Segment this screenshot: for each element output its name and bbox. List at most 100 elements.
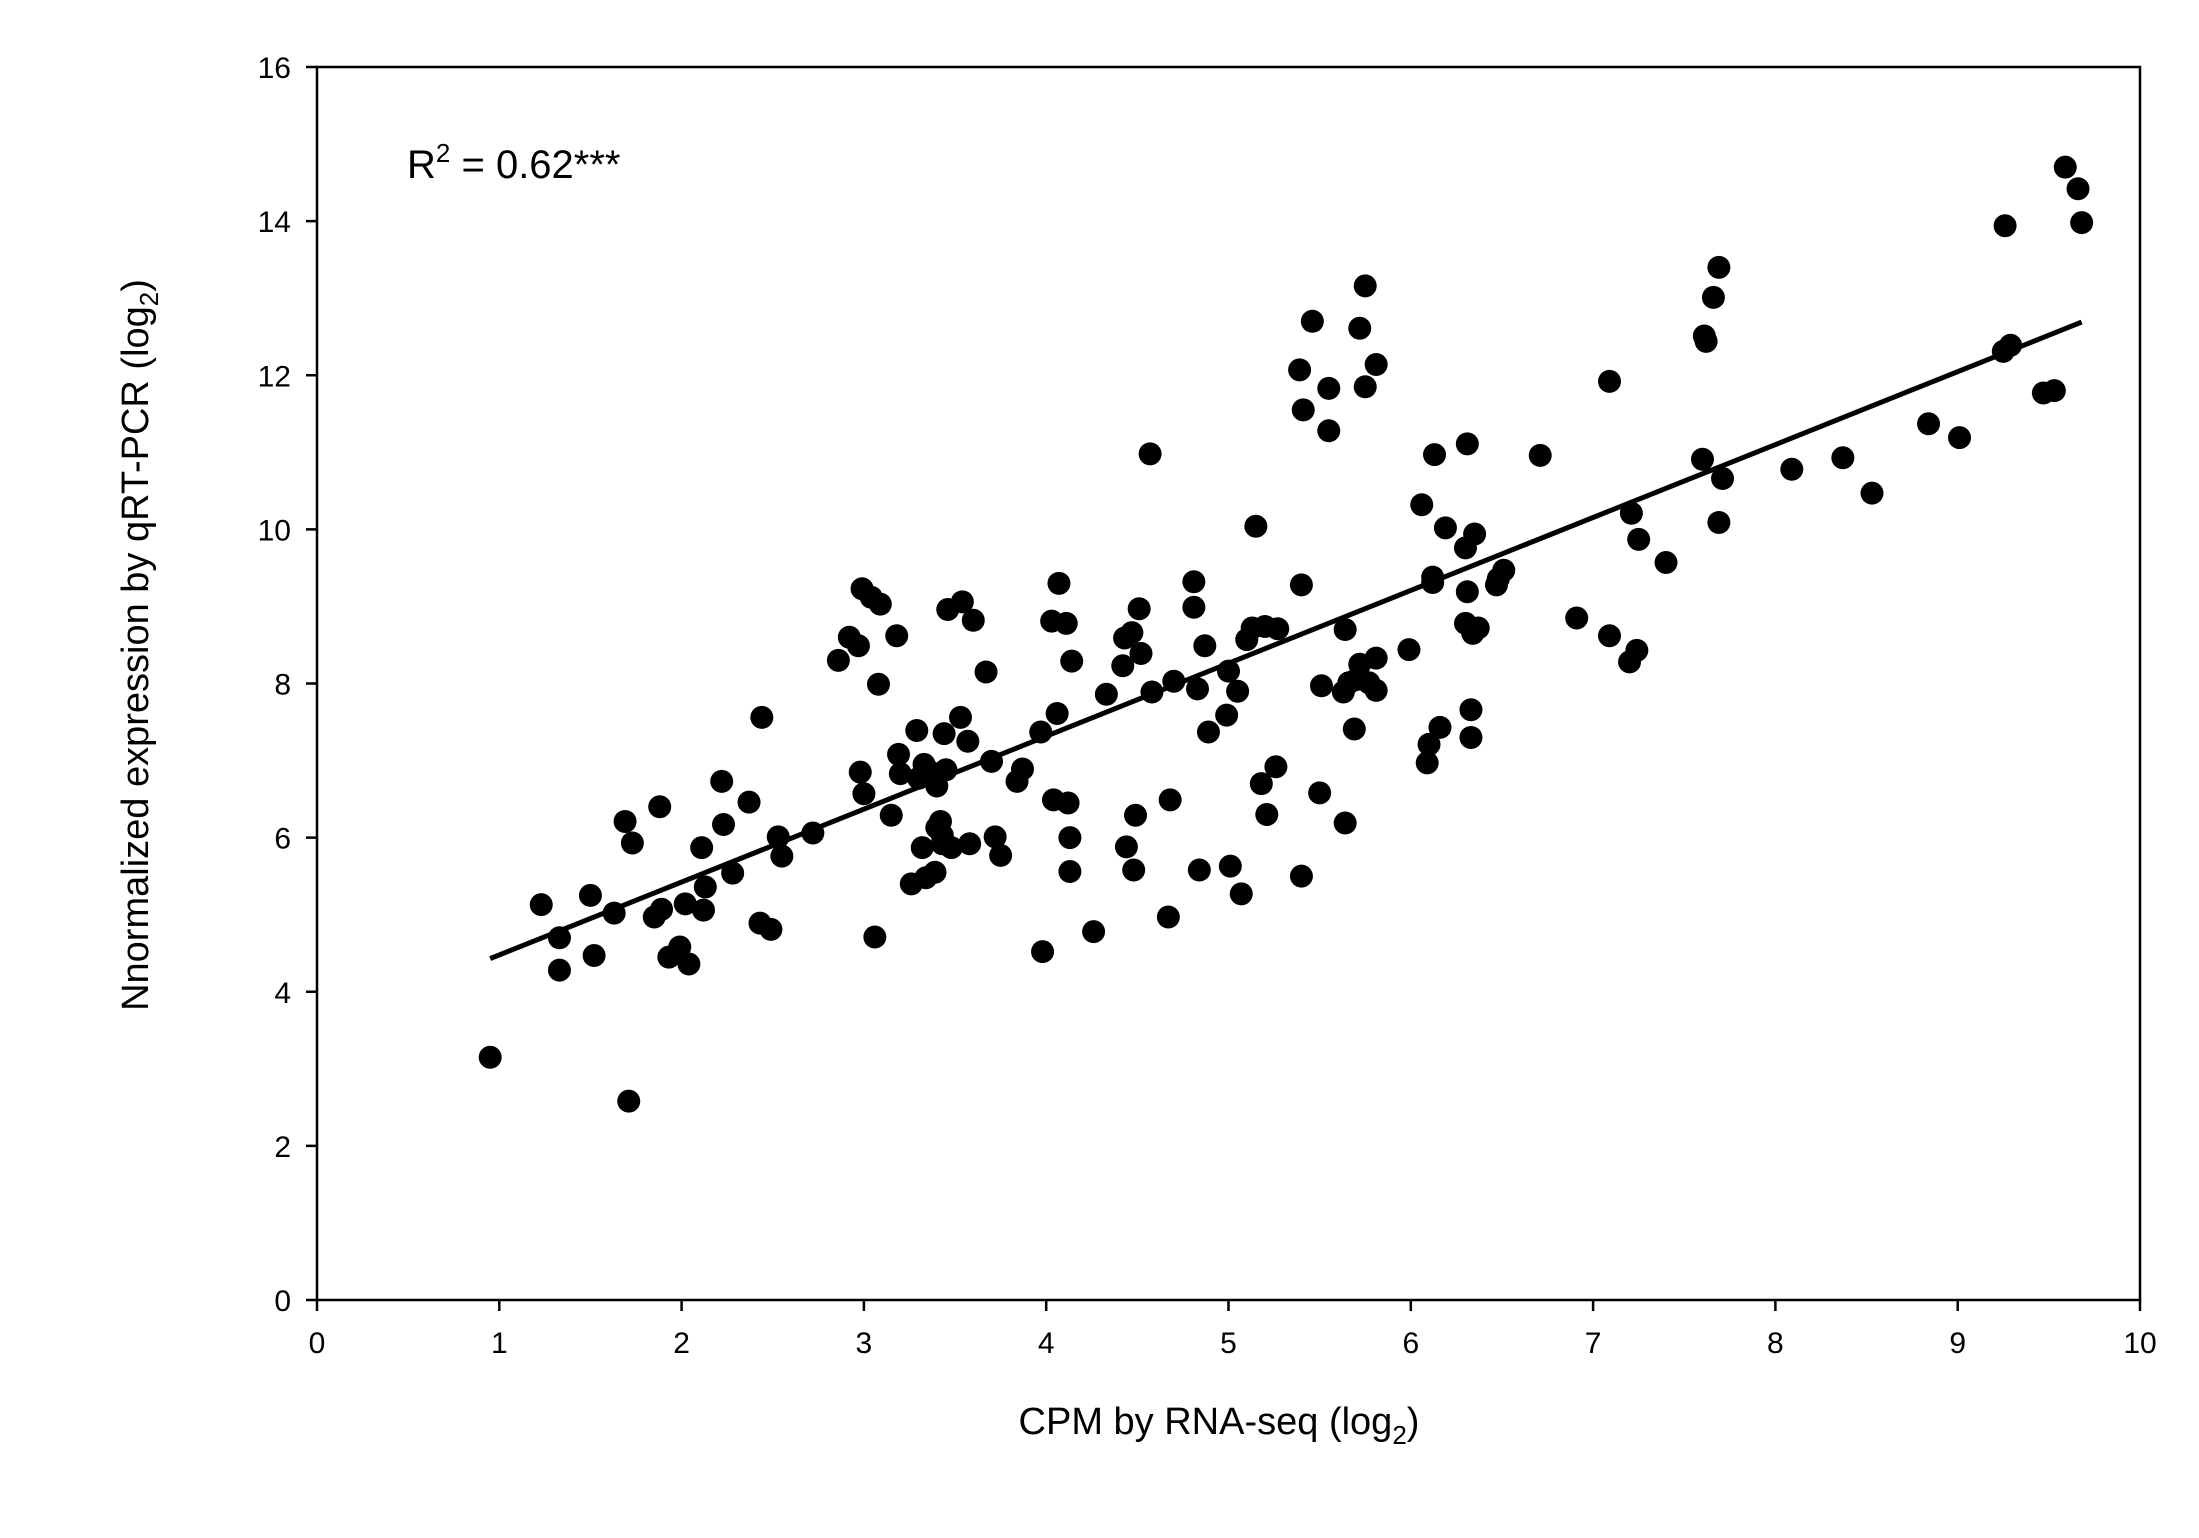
x-tick-label: 7	[1585, 1327, 1602, 1360]
data-point	[1711, 467, 1735, 491]
data-point	[677, 952, 701, 976]
data-point	[1162, 669, 1186, 693]
data-point	[1114, 835, 1138, 859]
data-point	[1082, 920, 1106, 944]
data-point	[1120, 621, 1144, 645]
x-tick-label: 1	[491, 1327, 508, 1360]
x-axis-label-end: )	[1407, 1401, 1420, 1443]
data-point	[1029, 720, 1053, 744]
data-point	[759, 917, 783, 941]
plot-frame	[315, 65, 2142, 1302]
data-point	[905, 719, 929, 743]
data-point	[1058, 860, 1082, 884]
data-point	[1466, 616, 1490, 640]
y-tick-label: 10	[258, 514, 291, 547]
data-point	[1244, 514, 1268, 538]
data-point	[1291, 398, 1315, 422]
data-point	[1193, 634, 1217, 658]
data-point	[1124, 803, 1148, 827]
y-axis-label: Nnormalized expression by qRT-PCR (log2)	[115, 279, 164, 1011]
data-point	[737, 790, 761, 814]
data-point	[1455, 432, 1479, 456]
data-point	[1364, 678, 1388, 702]
data-point	[1045, 702, 1069, 726]
data-point	[932, 722, 956, 746]
data-point	[1289, 864, 1313, 888]
data-point	[2053, 155, 2077, 179]
data-point	[547, 958, 571, 982]
data-point	[710, 769, 734, 793]
data-point	[1831, 446, 1855, 470]
data-point	[1619, 501, 1643, 525]
data-point	[1455, 580, 1479, 604]
y-tick-label: 16	[258, 52, 291, 85]
x-tick-label: 4	[1038, 1327, 1055, 1360]
data-point	[1528, 443, 1552, 467]
data-point	[826, 648, 850, 672]
data-point	[1288, 358, 1312, 382]
data-point	[1186, 677, 1210, 701]
data-point	[1598, 369, 1622, 393]
annotation-r-squared: R2 = 0.62***	[407, 138, 621, 187]
data-point	[770, 844, 794, 868]
data-point	[547, 926, 571, 950]
data-point	[1060, 649, 1084, 673]
data-point	[1433, 516, 1457, 540]
data-point	[578, 883, 602, 907]
data-point	[1111, 654, 1135, 678]
data-point	[923, 860, 947, 884]
data-point	[617, 1089, 641, 1113]
data-point	[1428, 715, 1452, 739]
data-point	[1317, 376, 1341, 400]
data-point	[1694, 329, 1718, 353]
data-point	[1226, 679, 1250, 703]
data-point	[956, 729, 980, 753]
data-point	[1122, 858, 1146, 882]
data-point	[1690, 447, 1714, 471]
x-tick-label: 8	[1767, 1327, 1784, 1360]
data-point	[852, 782, 876, 806]
annotation-base: R	[407, 143, 436, 187]
data-point	[529, 893, 553, 917]
data-point	[848, 760, 872, 784]
data-point	[934, 758, 958, 782]
y-axis-label-end: )	[115, 279, 157, 292]
x-tick-label: 5	[1220, 1327, 1237, 1360]
data-point	[1094, 682, 1118, 706]
data-point	[950, 590, 974, 614]
data-point	[1140, 680, 1164, 704]
x-tick-label: 10	[2123, 1327, 2156, 1360]
data-point	[939, 836, 963, 860]
data-point	[1397, 638, 1421, 662]
plot-area	[315, 65, 2142, 1302]
data-point	[1056, 791, 1080, 815]
data-point	[1459, 725, 1483, 749]
data-point	[1463, 522, 1487, 546]
x-axis-label-sub: 2	[1392, 1420, 1406, 1450]
data-point	[1215, 703, 1239, 727]
data-point	[1309, 674, 1333, 698]
data-point	[1196, 720, 1220, 744]
data-point	[983, 825, 1007, 849]
data-point	[1300, 309, 1324, 333]
data-point	[1058, 826, 1082, 850]
data-point	[2066, 177, 2090, 201]
y-tick-label: 6	[274, 823, 291, 856]
data-point	[1317, 419, 1341, 443]
data-point	[693, 875, 717, 899]
data-point	[1308, 781, 1332, 805]
data-point	[1417, 732, 1441, 756]
annotation-rest: = 0.62***	[450, 143, 620, 187]
x-tick-label: 2	[673, 1327, 690, 1360]
data-point	[1353, 274, 1377, 298]
data-point	[1348, 316, 1372, 340]
data-point	[1342, 717, 1366, 741]
data-point	[721, 861, 745, 885]
data-point	[1156, 905, 1180, 929]
data-point	[961, 608, 985, 632]
data-point	[1999, 333, 2023, 357]
data-point	[750, 705, 774, 729]
data-point	[1047, 571, 1071, 595]
data-point	[690, 836, 714, 860]
